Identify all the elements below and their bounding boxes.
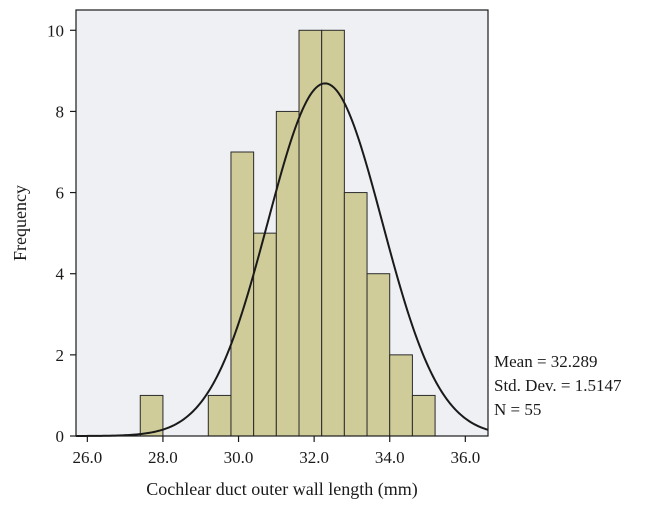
x-tick-label: 36.0 [450, 448, 480, 467]
normal-curve [76, 82, 489, 437]
histogram-bar [207, 394, 232, 437]
x-tick-label: 28.0 [148, 448, 178, 467]
y-axis: 0 2 4 6 8 10 [47, 21, 76, 446]
histogram-bar [366, 273, 391, 437]
plot-frame [75, 9, 489, 437]
histogram-bar [230, 151, 255, 437]
stats-mean: Mean = 32.289 [494, 352, 598, 371]
x-axis: 26.0 28.0 30.0 32.0 34.0 36.0 [72, 436, 480, 467]
x-tick-label: 32.0 [299, 448, 329, 467]
stats-n: N = 55 [494, 400, 541, 419]
y-tick-label: 2 [56, 346, 65, 365]
y-tick-label: 0 [56, 427, 65, 446]
y-tick-label: 4 [56, 265, 65, 284]
stats-box: Mean = 32.289 Std. Dev. = 1.5147 N = 55 [494, 352, 622, 419]
x-tick-label: 26.0 [72, 448, 102, 467]
x-tick-label: 34.0 [375, 448, 405, 467]
histogram-bar [275, 110, 300, 437]
histogram-bar [298, 29, 323, 437]
histogram-bar [343, 192, 368, 437]
histogram-bar [389, 354, 413, 437]
histogram-bars [139, 29, 436, 437]
y-tick-label: 8 [56, 102, 65, 121]
stats-std: Std. Dev. = 1.5147 [494, 376, 622, 395]
histogram-bar [411, 394, 436, 437]
y-axis-title: Frequency [10, 185, 30, 261]
x-axis-title: Cochlear duct outer wall length (mm) [146, 479, 417, 500]
histogram-bar [321, 29, 345, 437]
y-tick-label: 10 [47, 21, 64, 40]
x-tick-label: 30.0 [224, 448, 254, 467]
y-tick-label: 6 [56, 184, 65, 203]
